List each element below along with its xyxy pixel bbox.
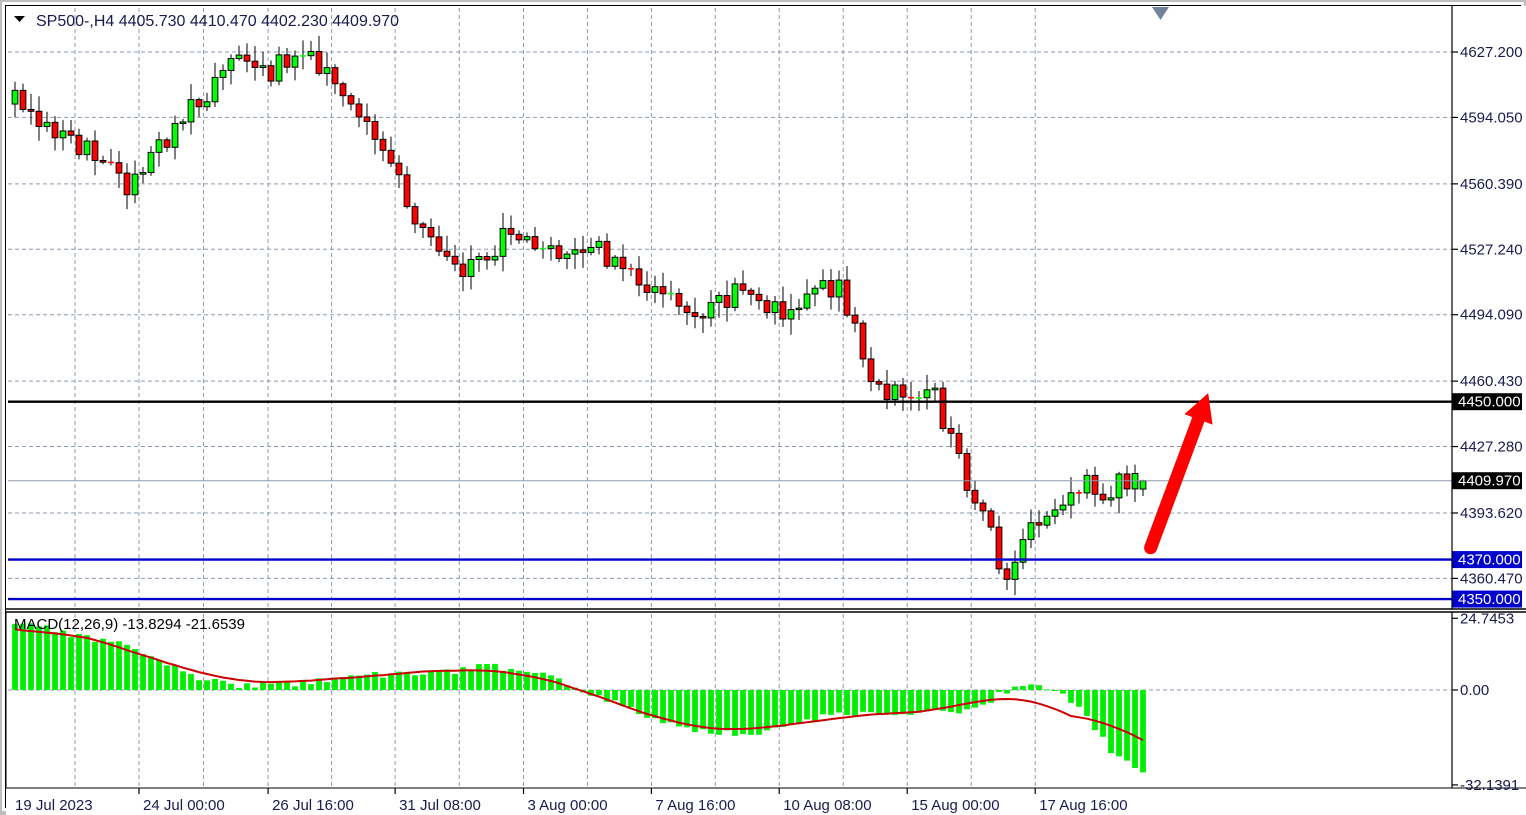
svg-text:24 Jul 00:00: 24 Jul 00:00: [143, 797, 225, 814]
svg-text:4360.470: 4360.470: [1460, 570, 1523, 587]
svg-text:4460.430: 4460.430: [1460, 373, 1523, 390]
svg-text:4393.620: 4393.620: [1460, 505, 1523, 522]
svg-text:4594.050: 4594.050: [1460, 109, 1523, 126]
svg-text:4450.000: 4450.000: [1458, 394, 1521, 411]
svg-text:4494.090: 4494.090: [1460, 307, 1523, 324]
svg-text:4409.970: 4409.970: [1458, 473, 1521, 490]
svg-text:31 Jul 08:00: 31 Jul 08:00: [399, 797, 481, 814]
svg-text:17 Aug 16:00: 17 Aug 16:00: [1039, 797, 1127, 814]
svg-text:4427.280: 4427.280: [1460, 439, 1523, 456]
svg-text:4560.390: 4560.390: [1460, 176, 1523, 193]
svg-text:15 Aug 00:00: 15 Aug 00:00: [911, 797, 999, 814]
svg-text:4350.000: 4350.000: [1458, 591, 1521, 608]
svg-text:4370.000: 4370.000: [1458, 552, 1521, 569]
svg-text:-32.1391: -32.1391: [1460, 777, 1519, 794]
svg-text:0.00: 0.00: [1460, 682, 1489, 699]
svg-text:7 Aug 16:00: 7 Aug 16:00: [655, 797, 735, 814]
svg-text:19 Jul 2023: 19 Jul 2023: [15, 797, 93, 814]
svg-text:4627.200: 4627.200: [1460, 44, 1523, 61]
svg-text:SP500-,H4 4405.730 4410.470: SP500-,H4 4405.730 4410.470 4402.230 440…: [36, 13, 399, 30]
svg-text:26 Jul 16:00: 26 Jul 16:00: [272, 797, 354, 814]
svg-text:24.7453: 24.7453: [1460, 610, 1514, 627]
svg-text:4527.240: 4527.240: [1460, 241, 1523, 258]
svg-text:MACD(12,26,9) -13.8294 -21.653: MACD(12,26,9) -13.8294 -21.6539: [14, 616, 245, 633]
svg-text:3 Aug 00:00: 3 Aug 00:00: [528, 797, 608, 814]
svg-text:10 Aug 08:00: 10 Aug 08:00: [783, 797, 871, 814]
